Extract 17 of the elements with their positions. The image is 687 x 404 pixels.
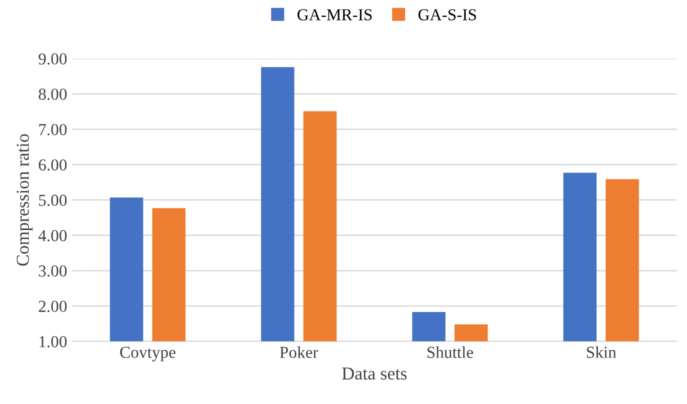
y-tick-label: 4.00 <box>38 230 67 242</box>
x-axis-title: Data sets <box>342 368 407 380</box>
x-tick-label: Poker <box>280 346 318 358</box>
legend-label: GA-S-IS <box>418 9 476 20</box>
y-tick-label: 2.00 <box>38 300 67 312</box>
y-tick-label: 5.00 <box>39 194 67 206</box>
x-tick-label: Shuttle <box>427 346 474 358</box>
y-tick-label: 3.00 <box>38 265 67 277</box>
y-tick-label: 8.00 <box>38 88 67 100</box>
legend-label: GA-MR-IS <box>298 9 372 20</box>
y-tick-label: 1.00 <box>40 336 67 348</box>
y-tick-label: 7.00 <box>39 124 67 136</box>
x-tick-label: Covtype <box>120 346 176 362</box>
y-axis-title: Compression ratio <box>16 134 33 266</box>
y-tick-label: 6.00 <box>38 159 67 171</box>
y-tick-label: 9.00 <box>38 53 67 65</box>
x-tick-label: Skin <box>586 346 616 358</box>
